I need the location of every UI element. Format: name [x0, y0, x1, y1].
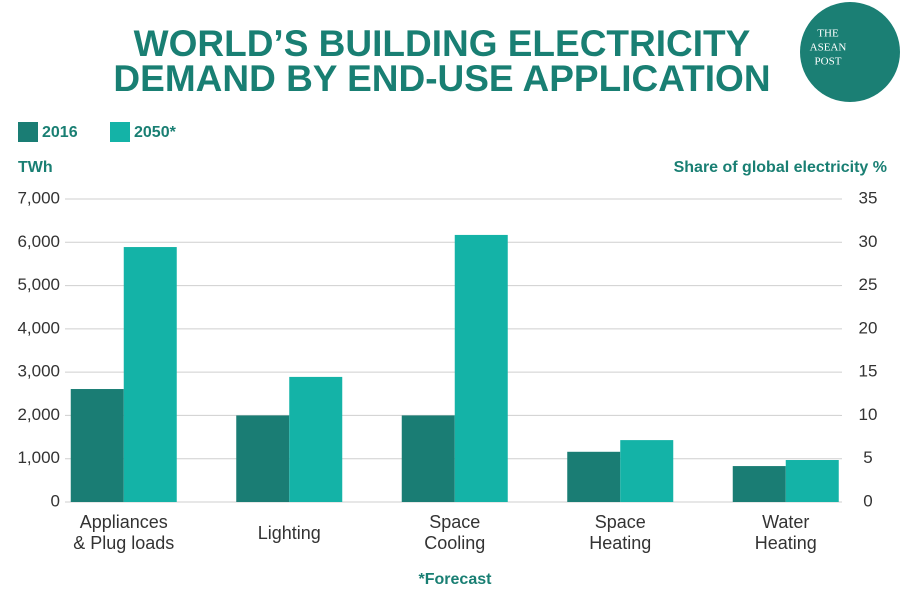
y2-axis-label: Share of global electricity % — [674, 159, 887, 176]
y-tick-label: 1,000 — [17, 448, 60, 467]
chart-title: DEMAND BY END-USE APPLICATION — [113, 58, 770, 99]
legend-swatch — [110, 122, 130, 142]
legend-swatch — [18, 122, 38, 142]
bar — [401, 415, 455, 502]
x-tick-label: Cooling — [424, 533, 485, 553]
logo-circle — [800, 2, 900, 102]
bar — [732, 466, 786, 502]
x-tick-label: Appliances — [80, 512, 168, 532]
chart-title: WORLD’S BUILDING ELECTRICITY — [134, 23, 751, 64]
y2-tick-label: 25 — [859, 275, 878, 294]
y-tick-label: 5,000 — [17, 275, 60, 294]
y2-tick-label: 30 — [859, 232, 878, 251]
logo-text: ASEAN — [810, 42, 847, 54]
y2-tick-label: 20 — [859, 318, 878, 337]
bar — [236, 415, 290, 502]
x-tick-label: Space — [595, 512, 646, 532]
bar — [785, 460, 839, 502]
y2-tick-label: 15 — [859, 362, 878, 381]
bar — [123, 247, 177, 502]
y2-tick-label: 10 — [859, 405, 878, 424]
y-tick-label: 2,000 — [17, 405, 60, 424]
y-tick-label: 4,000 — [17, 318, 60, 337]
y2-tick-label: 35 — [859, 188, 878, 207]
y2-tick-label: 0 — [863, 491, 872, 510]
bar — [70, 389, 124, 502]
x-tick-label: & Plug loads — [73, 533, 174, 553]
x-tick-label: Space — [429, 512, 480, 532]
y-tick-label: 6,000 — [17, 232, 60, 251]
legend-label: 2050* — [134, 124, 177, 141]
bar — [454, 234, 508, 503]
footnote: *Forecast — [419, 571, 493, 588]
x-tick-label: Heating — [755, 533, 817, 553]
bar — [567, 451, 621, 502]
y-axis-label: TWh — [18, 159, 53, 176]
y-tick-label: 3,000 — [17, 362, 60, 381]
x-tick-label: Water — [762, 512, 809, 532]
logo-text: POST — [815, 56, 842, 68]
bar — [620, 440, 674, 502]
bar — [289, 376, 343, 502]
legend-label: 2016 — [42, 124, 78, 141]
y-tick-label: 7,000 — [17, 188, 60, 207]
y-tick-label: 0 — [51, 491, 60, 510]
logo-text: THE — [817, 28, 839, 40]
x-tick-label: Lighting — [258, 523, 321, 543]
x-tick-label: Heating — [589, 533, 651, 553]
y2-tick-label: 5 — [863, 448, 872, 467]
